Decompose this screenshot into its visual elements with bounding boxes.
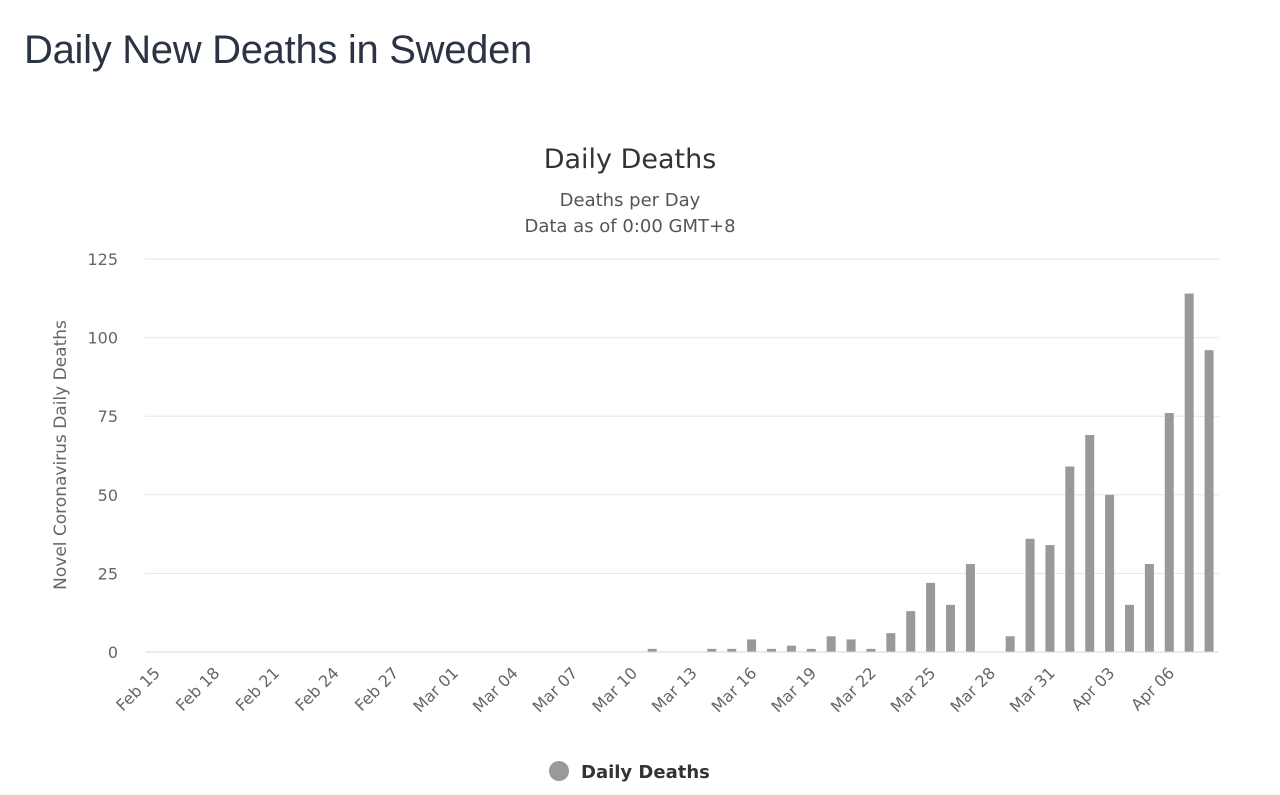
y-axis-title: Novel Coronavirus Daily Deaths	[51, 320, 71, 590]
bar-mar-24	[906, 611, 916, 652]
gridlines	[145, 258, 1219, 574]
x-tick-label: Mar 01	[409, 663, 462, 716]
bar-mar-21	[846, 639, 856, 652]
x-tick-label: Feb 18	[172, 663, 223, 714]
bar-apr-02	[1085, 435, 1095, 652]
y-tick-label: 75	[98, 407, 118, 426]
legend-marker	[549, 761, 569, 781]
x-tick-label: Apr 06	[1127, 663, 1178, 714]
x-tick-label: Mar 22	[827, 663, 880, 716]
bar-mar-30	[1025, 538, 1035, 652]
bar-apr-03	[1105, 494, 1115, 652]
bar-apr-07	[1184, 293, 1194, 652]
bar-mar-31	[1045, 545, 1055, 652]
bar-mar-14	[707, 648, 717, 652]
y-tick-label: 0	[108, 643, 118, 662]
bar-mar-17	[767, 648, 776, 652]
bar-mar-18	[786, 645, 796, 652]
bar-mar-29	[1005, 636, 1015, 652]
bars	[647, 293, 1214, 652]
x-tick-label: Mar 10	[588, 663, 641, 716]
x-tick-label: Mar 04	[469, 663, 522, 716]
page-title: Daily New Deaths in Sweden	[24, 28, 533, 72]
x-tick-label: Mar 25	[887, 663, 940, 716]
bar-mar-23	[886, 633, 896, 652]
chart-subtitle-line-2: Data as of 0:00 GMT+8	[524, 216, 735, 237]
bar-mar-22	[866, 648, 876, 652]
bar-mar-27	[965, 563, 975, 652]
chart-subtitle-line-1: Deaths per Day	[560, 190, 701, 211]
bar-apr-08	[1204, 350, 1214, 652]
x-tick-label: Mar 16	[708, 663, 761, 716]
legend[interactable]: Daily Deaths	[549, 761, 710, 783]
bar-mar-16	[747, 639, 757, 652]
bar-mar-26	[946, 604, 955, 652]
bar-mar-15	[727, 648, 737, 652]
x-tick-label: Mar 13	[648, 663, 701, 716]
x-tick-label: Feb 21	[232, 663, 283, 714]
x-tick-label: Mar 31	[1006, 663, 1059, 716]
x-tick-label: Mar 19	[767, 663, 820, 716]
y-tick-label: 125	[87, 250, 118, 269]
bar-mar-20	[826, 636, 836, 652]
bar-apr-05	[1144, 563, 1154, 652]
bar-mar-19	[806, 648, 816, 652]
x-tick-label: Feb 24	[291, 663, 342, 714]
y-tick-label: 25	[98, 564, 118, 583]
y-axis-ticks: 0 25 50 75 100 125	[87, 250, 118, 662]
bar-apr-04	[1125, 604, 1134, 652]
x-tick-label: Feb 15	[112, 663, 163, 714]
bar-mar-11	[647, 648, 657, 652]
x-tick-label: Feb 27	[351, 663, 402, 714]
bar-apr-06	[1164, 413, 1174, 652]
bar-mar-25	[926, 582, 936, 652]
bar-apr-01	[1065, 466, 1075, 652]
x-axis-ticks: Feb 15 Feb 18 Feb 21 Feb 24 Feb 27 Mar 01 Mar …	[112, 663, 1178, 716]
chart-title: Daily Deaths	[544, 144, 717, 175]
y-tick-label: 50	[98, 486, 118, 505]
x-tick-label: Mar 07	[529, 663, 582, 716]
y-tick-label: 100	[87, 329, 118, 348]
x-tick-label: Apr 03	[1067, 663, 1118, 714]
legend-label: Daily Deaths	[581, 762, 710, 783]
x-tick-label: Mar 28	[946, 663, 999, 716]
